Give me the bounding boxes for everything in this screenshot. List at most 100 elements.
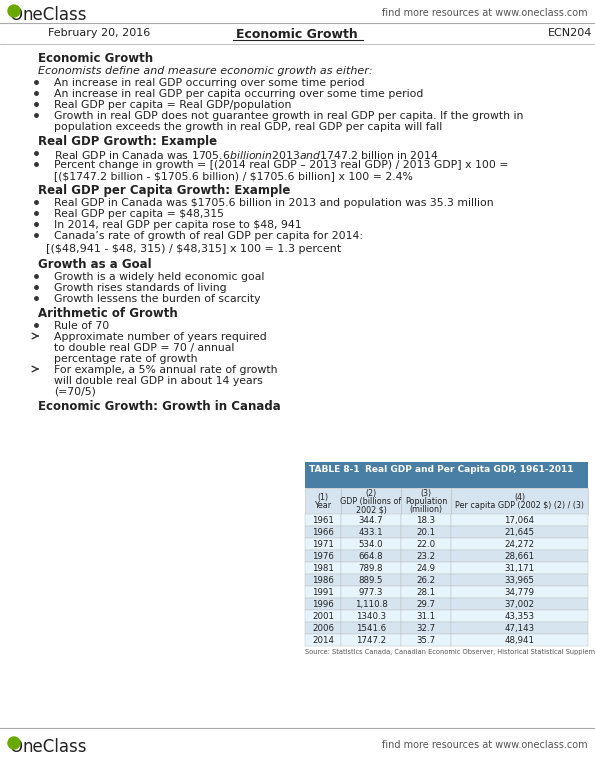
FancyBboxPatch shape	[305, 610, 341, 622]
Text: 789.8: 789.8	[359, 564, 383, 573]
Text: 48,941: 48,941	[505, 636, 534, 645]
Text: (4): (4)	[514, 493, 525, 502]
Text: Growth as a Goal: Growth as a Goal	[38, 258, 152, 271]
Text: (2): (2)	[365, 489, 377, 498]
FancyBboxPatch shape	[305, 538, 341, 550]
FancyBboxPatch shape	[451, 598, 588, 610]
Text: Real GDP per capita = Real GDP/population: Real GDP per capita = Real GDP/populatio…	[54, 100, 292, 110]
Text: 1747.2: 1747.2	[356, 636, 386, 645]
Text: 534.0: 534.0	[359, 540, 383, 549]
Text: Real GDP per Capita Growth: Example: Real GDP per Capita Growth: Example	[38, 184, 290, 197]
Text: Real GDP and Per Capita GDP, 1961-2011: Real GDP and Per Capita GDP, 1961-2011	[365, 465, 574, 474]
FancyBboxPatch shape	[341, 562, 401, 574]
Text: Growth is a widely held economic goal: Growth is a widely held economic goal	[54, 272, 264, 282]
Text: 2002 $): 2002 $)	[356, 505, 386, 514]
Text: Approximate number of years required: Approximate number of years required	[54, 332, 267, 342]
FancyBboxPatch shape	[305, 574, 341, 586]
Text: (=70/5): (=70/5)	[54, 387, 96, 397]
Text: [($48,941 - $48, 315) / $48,315] x 100 = 1.3 percent: [($48,941 - $48, 315) / $48,315] x 100 =…	[46, 244, 342, 254]
FancyBboxPatch shape	[401, 634, 451, 646]
FancyBboxPatch shape	[401, 514, 451, 526]
Text: 23.2: 23.2	[416, 552, 436, 561]
Text: 1966: 1966	[312, 528, 334, 537]
FancyBboxPatch shape	[341, 538, 401, 550]
FancyBboxPatch shape	[305, 622, 341, 634]
Text: ECN204: ECN204	[548, 28, 593, 38]
Text: Population: Population	[405, 497, 447, 506]
Text: Year: Year	[314, 501, 331, 510]
FancyBboxPatch shape	[451, 526, 588, 538]
Text: population exceeds the growth in real GDP, real GDP per capita will fall: population exceeds the growth in real GD…	[54, 122, 442, 132]
FancyBboxPatch shape	[401, 562, 451, 574]
Text: TABLE 8-1: TABLE 8-1	[309, 465, 359, 474]
Text: 24.9: 24.9	[416, 564, 436, 573]
Text: GDP (billions of: GDP (billions of	[340, 497, 402, 506]
FancyBboxPatch shape	[451, 634, 588, 646]
FancyBboxPatch shape	[401, 488, 451, 514]
Text: 1340.3: 1340.3	[356, 612, 386, 621]
FancyBboxPatch shape	[341, 526, 401, 538]
Text: 1541.6: 1541.6	[356, 624, 386, 633]
Text: 28,661: 28,661	[505, 552, 534, 561]
Text: 1976: 1976	[312, 552, 334, 561]
Text: find more resources at www.oneclass.com: find more resources at www.oneclass.com	[383, 8, 588, 18]
Text: Real GDP in Canada was $1705.6 billion in 2013 and population was 35.3 million: Real GDP in Canada was $1705.6 billion i…	[54, 198, 494, 208]
Text: neClass: neClass	[22, 6, 86, 24]
FancyBboxPatch shape	[401, 610, 451, 622]
FancyBboxPatch shape	[305, 550, 341, 562]
Text: (million): (million)	[409, 505, 443, 514]
Text: 20.1: 20.1	[416, 528, 436, 537]
Text: 31.1: 31.1	[416, 612, 436, 621]
FancyBboxPatch shape	[305, 462, 588, 488]
Text: 977.3: 977.3	[359, 588, 383, 597]
Text: 1991: 1991	[312, 588, 334, 597]
Text: Arithmetic of Growth: Arithmetic of Growth	[38, 307, 178, 320]
Text: Per capita GDP (2002 $) (2) / (3): Per capita GDP (2002 $) (2) / (3)	[455, 501, 584, 510]
Text: 344.7: 344.7	[359, 516, 383, 525]
Text: Percent change in growth = [(2014 real GDP – 2013 real GDP) / 2013 GDP] x 100 =: Percent change in growth = [(2014 real G…	[54, 160, 509, 170]
Text: 18.3: 18.3	[416, 516, 436, 525]
FancyBboxPatch shape	[401, 598, 451, 610]
Text: 47,143: 47,143	[505, 624, 534, 633]
FancyBboxPatch shape	[305, 634, 341, 646]
Text: 2006: 2006	[312, 624, 334, 633]
Text: percentage rate of growth: percentage rate of growth	[54, 354, 198, 364]
Text: 28.1: 28.1	[416, 588, 436, 597]
Text: 26.2: 26.2	[416, 576, 436, 585]
FancyBboxPatch shape	[341, 488, 401, 514]
Circle shape	[8, 5, 20, 17]
Text: February 20, 2016: February 20, 2016	[48, 28, 151, 38]
Text: 1986: 1986	[312, 576, 334, 585]
Text: O: O	[9, 6, 22, 24]
FancyBboxPatch shape	[401, 574, 451, 586]
Text: Real GDP Growth: Example: Real GDP Growth: Example	[38, 135, 217, 148]
Text: An increase in real GDP per capita occurring over some time period: An increase in real GDP per capita occur…	[54, 89, 424, 99]
Text: 1,110.8: 1,110.8	[355, 600, 387, 609]
Text: Economic Growth: Economic Growth	[236, 28, 358, 41]
Text: 2001: 2001	[312, 612, 334, 621]
Text: 664.8: 664.8	[359, 552, 383, 561]
Text: In 2014, real GDP per capita rose to $48, 941: In 2014, real GDP per capita rose to $48…	[54, 220, 302, 230]
Text: Growth in real GDP does not guarantee growth in real GDP per capita. If the grow: Growth in real GDP does not guarantee gr…	[54, 111, 524, 121]
FancyBboxPatch shape	[401, 526, 451, 538]
FancyBboxPatch shape	[401, 622, 451, 634]
FancyBboxPatch shape	[451, 622, 588, 634]
FancyBboxPatch shape	[305, 488, 341, 514]
Text: 35.7: 35.7	[416, 636, 436, 645]
Text: Real GDP in Canada was $1705.6 billion in 2013 and $1747.2 billion in 2014: Real GDP in Canada was $1705.6 billion i…	[54, 149, 439, 161]
Text: 29.7: 29.7	[416, 600, 436, 609]
Text: (1): (1)	[318, 493, 328, 502]
FancyBboxPatch shape	[451, 514, 588, 526]
Text: 889.5: 889.5	[359, 576, 383, 585]
Text: Rule of 70: Rule of 70	[54, 321, 109, 331]
FancyBboxPatch shape	[305, 514, 341, 526]
Text: 37,002: 37,002	[505, 600, 534, 609]
Text: 17,064: 17,064	[505, 516, 534, 525]
FancyBboxPatch shape	[305, 526, 341, 538]
Text: 1961: 1961	[312, 516, 334, 525]
Text: Real GDP per capita = $48,315: Real GDP per capita = $48,315	[54, 209, 224, 219]
Text: (3): (3)	[421, 489, 431, 498]
Text: 21,645: 21,645	[505, 528, 534, 537]
FancyBboxPatch shape	[305, 562, 341, 574]
Text: Growth lessens the burden of scarcity: Growth lessens the burden of scarcity	[54, 294, 261, 304]
